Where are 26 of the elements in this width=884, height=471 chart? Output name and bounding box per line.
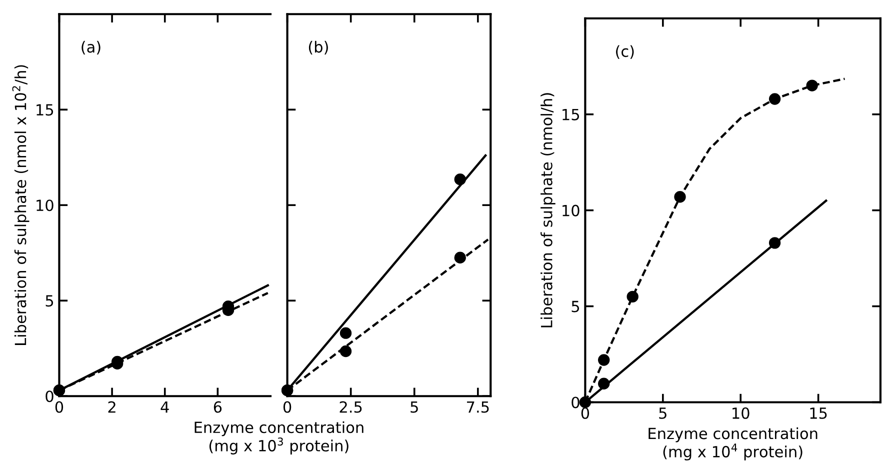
x-tick-label: 2 (108, 401, 116, 413)
annotation: (c) (616, 45, 634, 59)
y-tick-label: 10 (562, 204, 580, 216)
x-tick-label: 4 (160, 401, 169, 413)
x-tick-label: 10 (732, 407, 750, 419)
x-tick-label: 0 (283, 401, 292, 413)
y-tick-label: 5 (46, 295, 54, 307)
y-tick-label: 0 (46, 390, 54, 402)
y-tick-label: 10 (36, 200, 54, 212)
y-axis-title: Liberation of sulphate (nmol x 10$^{2}$/h) (12, 65, 30, 345)
x-tick-label: 5 (659, 408, 666, 419)
y-tick-label: 15 (36, 104, 54, 116)
annotation: (a) (82, 40, 100, 54)
x-tick-label: 7.5 (467, 401, 489, 413)
x-tick-label: 0 (55, 401, 64, 413)
x-tick-label: 6 (214, 401, 222, 413)
x-tick-label: 0 (581, 407, 590, 419)
y-axis-title: Liberation of sulphate (nmol/h) (540, 93, 556, 328)
y-tick-label: 15 (562, 109, 580, 120)
x-tick-label: 15 (810, 408, 827, 419)
x-axis-title: Enzyme concentration (mg x 10$^{4}$ protein) (648, 427, 818, 460)
annotation: (b) (308, 40, 328, 54)
x-axis-title: Enzyme concentration (mg x 10$^{3}$ protein) (194, 421, 364, 454)
y-tick-label: 5 (572, 300, 580, 312)
x-tick-label: 2.5 (340, 401, 362, 413)
x-tick-label: 5 (410, 401, 418, 413)
